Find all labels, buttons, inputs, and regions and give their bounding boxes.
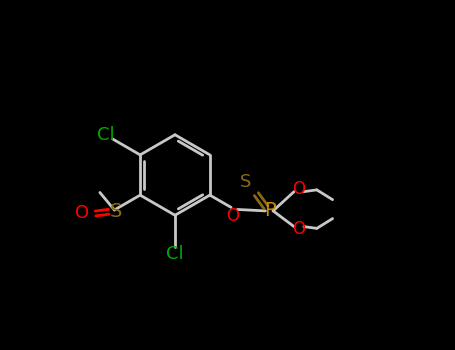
- Text: S: S: [240, 173, 252, 191]
- Text: O: O: [293, 220, 305, 238]
- Text: S: S: [110, 202, 122, 221]
- Text: O: O: [226, 207, 239, 225]
- Text: O: O: [75, 204, 89, 223]
- Text: P: P: [264, 201, 275, 220]
- Text: O: O: [293, 180, 305, 198]
- Text: Cl: Cl: [97, 126, 115, 144]
- Text: Cl: Cl: [166, 245, 184, 264]
